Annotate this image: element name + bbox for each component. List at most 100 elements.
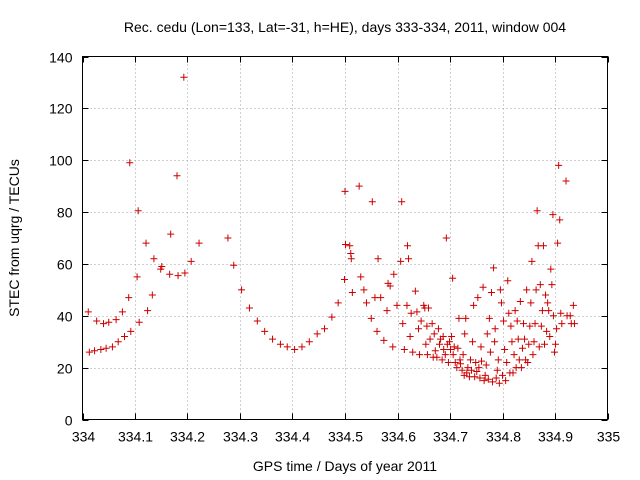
data-point [557,309,565,317]
data-point [556,216,564,224]
data-point [520,320,527,328]
data-point [398,198,406,206]
data-point [539,242,547,250]
data-point [445,338,453,346]
y-axis-label: STEC from uqrg / TECUs [6,159,22,317]
data-point [441,351,449,359]
data-point [558,320,566,328]
data-point [409,348,417,356]
data-point [439,333,447,341]
data-point [545,307,553,315]
data-point [100,320,107,328]
data-point [508,338,516,346]
data-point [135,318,143,326]
data-point [283,343,291,351]
data-point [357,273,365,281]
data-point [144,307,152,315]
data-point [125,294,133,302]
data-point [403,242,411,250]
data-point [181,269,189,277]
data-point [423,351,431,359]
data-point [187,257,195,265]
data-point [507,322,515,330]
data-point [569,301,577,309]
data-point [516,298,524,306]
data-point [483,330,491,338]
data-point [422,340,430,348]
data-point [459,351,467,359]
data-point [403,301,411,309]
data-point [142,239,150,247]
data-point [472,358,480,366]
data-point [393,301,401,309]
data-point [499,371,506,379]
data-point [471,373,479,381]
data-point [276,340,284,348]
data-point [466,356,474,364]
data-point [491,338,499,346]
data-point [504,277,512,285]
data-point [424,304,432,312]
data-point [405,255,413,263]
data-point [525,340,533,348]
data-point [423,322,431,330]
data-point [513,317,521,325]
data-point [114,338,122,346]
data-point [436,340,443,348]
data-point [121,333,128,341]
data-point [416,351,424,359]
data-point [514,335,522,343]
data-point [438,356,446,364]
data-point [328,313,336,321]
data-point [505,309,513,317]
data-point [555,161,563,169]
x-axis-label: GPS time / Days of year 2011 [253,458,437,474]
data-point [544,299,552,307]
data-point [526,322,534,330]
data-point [473,368,481,376]
data-point [346,242,354,250]
data-point [173,172,181,180]
data-point [134,207,142,215]
data-point [496,286,504,294]
data-point [291,345,299,353]
data-point [542,291,550,299]
data-point [489,378,497,386]
data-point [562,177,570,185]
axes [82,56,609,421]
data-point [480,377,488,385]
data-point [486,348,494,356]
data-point [494,356,502,364]
data-point [451,358,459,366]
data-point [495,379,503,387]
data-point [347,255,355,263]
data-point [448,333,456,341]
chart-title: Rec. cedu (Lon=133, Lat=-31, h=HE), days… [124,19,566,35]
data-point [518,344,526,352]
x-tick-label: 335 [597,429,621,445]
data-point [523,286,531,294]
data-point [454,344,462,352]
data-point [305,338,313,346]
data-point [91,347,99,355]
data-point [368,198,376,206]
data-point [476,374,484,382]
data-point [93,317,101,325]
data-point [261,327,269,335]
data-point [570,320,578,328]
y-tick-label: 100 [49,153,73,169]
data-point [380,336,388,344]
data-point [108,343,116,351]
data-point [547,265,555,273]
data-point [431,347,439,355]
data-point [456,356,464,364]
data-point [461,330,469,338]
x-tick-label: 334.2 [170,429,205,445]
data-point [84,308,92,316]
data-point [269,335,277,343]
data-point [180,73,188,81]
data-point [158,263,166,271]
data-point [449,351,457,359]
data-point [482,361,490,369]
data-point [549,211,557,219]
